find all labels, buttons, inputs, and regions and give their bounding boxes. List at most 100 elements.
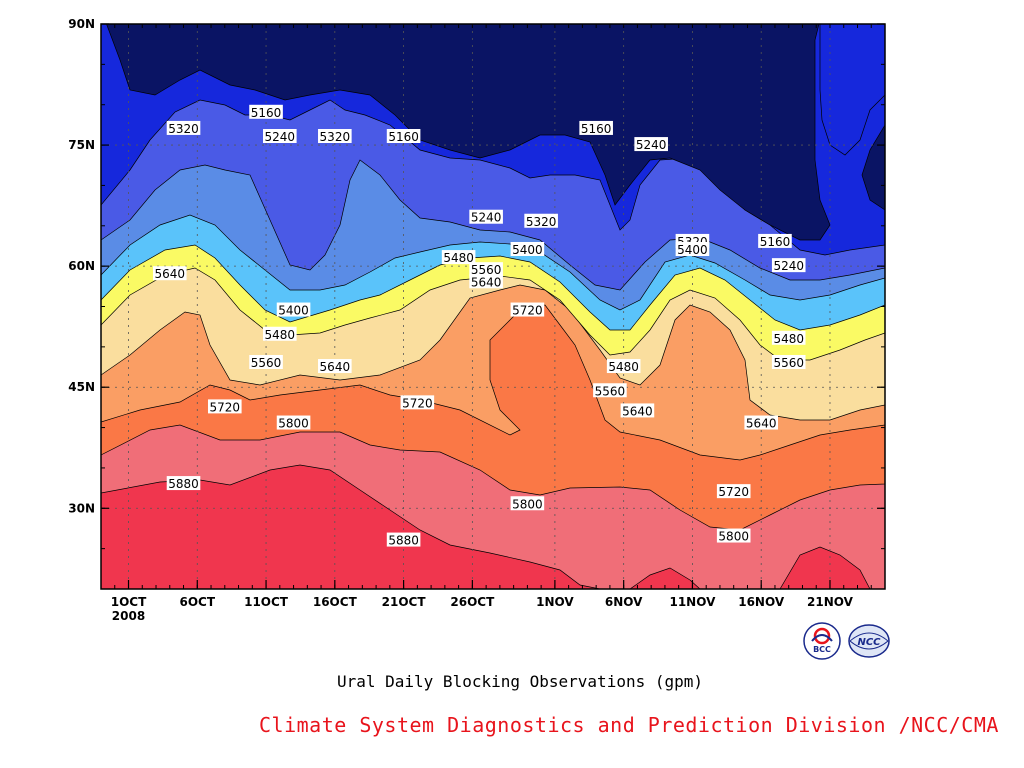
contour-label: 5400 <box>278 304 309 318</box>
contour-label: 5320 <box>320 130 351 144</box>
contour-label-box <box>744 415 779 430</box>
ncc-logo-text: NCC <box>857 637 881 648</box>
contour-label: 5400 <box>677 243 708 257</box>
contour-label: 5800 <box>718 530 749 544</box>
contour-label: 5480 <box>265 328 296 342</box>
contour-band-10 <box>819 24 885 156</box>
contour-label-box <box>152 266 187 281</box>
contour-label-box <box>510 242 545 256</box>
x-tick-label: 21OCT <box>382 595 427 609</box>
contour-label: 5480 <box>773 332 804 346</box>
x-tick-label: 21NOV <box>807 595 854 609</box>
contour-label-box <box>318 359 352 374</box>
contour-label-box <box>318 129 352 143</box>
contour-label-box <box>758 233 792 248</box>
contour-label-box <box>166 120 201 135</box>
contour-label-box <box>524 213 558 228</box>
contour-label-box <box>620 403 655 418</box>
contour-label-box <box>386 532 421 547</box>
contour-label: 5480 <box>608 360 639 374</box>
x-tick-label: 11NOV <box>669 595 716 609</box>
contour-label: 5480 <box>443 251 474 265</box>
contour-band-9 <box>106 24 831 241</box>
contour-label-box <box>510 302 545 317</box>
chart-title: Ural Daily Blocking Observations (gpm) <box>336 672 704 691</box>
x-tick-label: 16NOV <box>738 595 785 609</box>
contour-label-box <box>207 399 242 414</box>
y-tick-label: 60N <box>68 259 95 273</box>
contour-label-box <box>716 484 751 499</box>
contour-label: 5800 <box>512 497 543 511</box>
contour-band-11 <box>861 124 885 211</box>
contour-label-box <box>771 355 806 369</box>
contour-label: 5640 <box>320 360 351 374</box>
contour-label: 5240 <box>265 130 296 144</box>
contour-label: 5400 <box>512 243 543 257</box>
contour-label: 5880 <box>388 534 419 548</box>
contour-label: 5560 <box>251 356 282 370</box>
contour-label: 5800 <box>278 417 309 431</box>
contour-label-box <box>634 137 668 152</box>
contour-label-box <box>675 242 710 256</box>
contour-label-box <box>716 528 751 543</box>
x-tick-label: 26OCT <box>450 595 495 609</box>
contour-label-box <box>469 262 503 277</box>
contour-label-box <box>469 209 503 224</box>
y-tick-label: 45N <box>68 380 95 394</box>
contour-label-box <box>400 395 435 410</box>
contour-labels: 5160 5240 5320 5320 5160 5240 5320 5160 5240 5400… <box>152 104 806 548</box>
contour-label-box <box>579 120 613 135</box>
ncc-logo: NCC <box>848 624 890 658</box>
contour-label-box <box>771 330 806 345</box>
x-tick-label: 1OCT <box>111 595 147 609</box>
contour-label: 5160 <box>251 106 282 120</box>
contour-label-box <box>263 129 297 143</box>
contour-label: 5320 <box>526 215 557 229</box>
contour-label-box <box>249 104 283 119</box>
contour-label: 5640 <box>471 275 502 289</box>
footer-credit: Climate System Diagnostics and Predictio… <box>259 713 999 737</box>
contour-label-box <box>606 359 641 374</box>
contour-label: 5240 <box>636 138 667 152</box>
contour-label: 5160 <box>581 122 612 136</box>
contour-label: 5560 <box>773 356 804 370</box>
contour-label-box <box>386 129 421 143</box>
contour-label-box <box>276 415 311 430</box>
contour-label: 5720 <box>210 400 241 414</box>
contour-label-box <box>593 383 627 398</box>
x-tick-label: 6NOV <box>605 595 643 609</box>
contour-label: 5560 <box>471 263 502 277</box>
y-tick-label: 30N <box>68 501 95 515</box>
x-tick-label: 2008 <box>112 609 145 623</box>
contour-label-box <box>166 476 201 491</box>
x-tick-label: 1NOV <box>536 595 574 609</box>
y-tick-label: 90N <box>68 17 95 31</box>
x-tick-label: 16OCT <box>313 595 358 609</box>
contour-label: 5320 <box>168 122 199 136</box>
contour-label-box <box>771 258 806 273</box>
contour-label: 5240 <box>773 259 804 273</box>
contour-label: 5720 <box>718 485 749 499</box>
bcc-logo: BCC <box>803 622 841 660</box>
contour-label-box <box>441 250 476 265</box>
y-tick-label: 75N <box>68 138 95 152</box>
contour-label: 5160 <box>388 130 419 144</box>
contour-label: 5720 <box>402 396 433 410</box>
contour-label: 5880 <box>168 477 199 491</box>
contour-label: 5640 <box>154 267 185 281</box>
contour-label-box <box>249 355 283 369</box>
contour-label: 5240 <box>471 211 502 225</box>
contour-label-box <box>276 302 311 317</box>
contour-label: 5160 <box>760 235 791 249</box>
contour-label-box <box>510 496 545 511</box>
contour-label: 5720 <box>512 304 543 318</box>
x-tick-label: 11OCT <box>244 595 289 609</box>
bcc-logo-text: BCC <box>813 645 831 654</box>
contour-label-box <box>263 326 297 341</box>
contour-label: 5640 <box>622 404 653 418</box>
contour-label-box <box>469 274 503 289</box>
contour-label: 5560 <box>595 384 626 398</box>
x-tick-label: 6OCT <box>180 595 216 609</box>
